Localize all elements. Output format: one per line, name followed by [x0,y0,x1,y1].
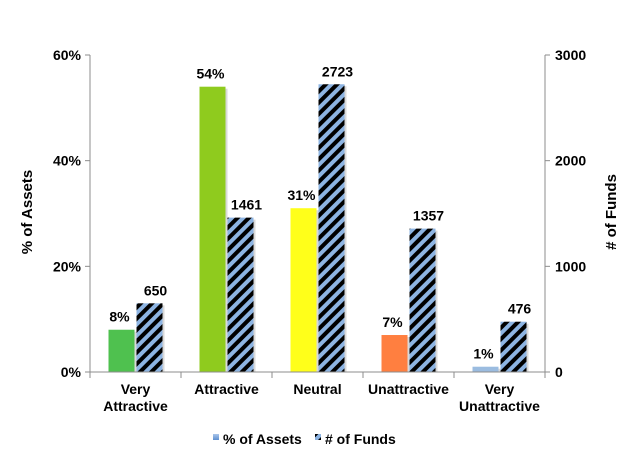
left-tick-label: 0% [61,364,82,380]
funds-bar [227,217,254,372]
funds-data-label: 2723 [322,63,353,79]
legend-label-funds: # of Funds [325,431,396,447]
x-category-label: Neutral [293,381,341,397]
legend-swatch-funds [315,434,321,440]
right-tick-label: 2000 [555,153,586,169]
x-category-label: Attractive [194,381,259,397]
x-category-label-line: Neutral [293,381,341,397]
x-category-label-line: Attractive [103,398,168,414]
assets-data-label: 7% [382,314,403,330]
left-tick-label: 60% [53,47,82,63]
left-tick-label: 40% [53,153,82,169]
right-tick-label: 1000 [555,258,586,274]
x-category-label: Very Unattractive [459,381,540,414]
right-tick-label: 0 [555,364,563,380]
assets-data-label: 1% [473,346,494,362]
funds-data-label: 1461 [231,197,262,213]
x-category-label: Very Attractive [103,381,168,414]
legend: % of Assets # of Funds [213,431,396,447]
x-category-label-line: Unattractive [368,381,449,397]
x-category-label-line: Unattractive [459,398,540,414]
assets-bar [472,366,499,372]
x-category-label-line: Very [485,381,515,397]
assets-data-label: 8% [109,309,130,325]
funds-bar [500,321,527,372]
assets-bar [290,208,317,372]
assets-bar [199,86,226,372]
legend-label-assets: % of Assets [223,431,302,447]
funds-data-label: 1357 [413,208,444,224]
x-category-label-line: Attractive [194,381,259,397]
legend-swatch-assets [213,434,219,440]
left-tick-label: 20% [53,258,82,274]
funds-data-label: 476 [508,301,532,317]
funds-bar [409,228,436,372]
assets-data-label: 54% [196,66,225,82]
right-tick-label: 3000 [555,47,586,63]
x-category-label-line: Very [121,381,151,397]
funds-data-label: 650 [144,282,168,298]
funds-bar [136,303,163,372]
right-axis-title: # of Funds [603,174,620,250]
assets-bar [108,329,135,372]
x-category-label: Unattractive [368,381,449,397]
assets-bar [381,335,408,372]
funds-bar [318,84,345,373]
left-axis-title: % of Assets [19,170,36,254]
assets-data-label: 31% [287,187,316,203]
